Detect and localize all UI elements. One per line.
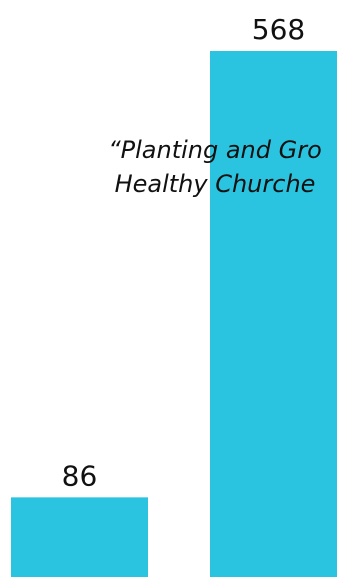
quote-overlay: “Planting and Gro Healthy Churche: [60, 133, 337, 201]
data-label-2: 568: [252, 13, 305, 46]
bar-2: [210, 51, 337, 577]
quote-line-2: Healthy Churche: [114, 170, 316, 198]
bar-1: [11, 497, 148, 577]
quote-line-1: “Planting and Gro: [108, 136, 322, 164]
data-label-1: 86: [62, 459, 98, 492]
